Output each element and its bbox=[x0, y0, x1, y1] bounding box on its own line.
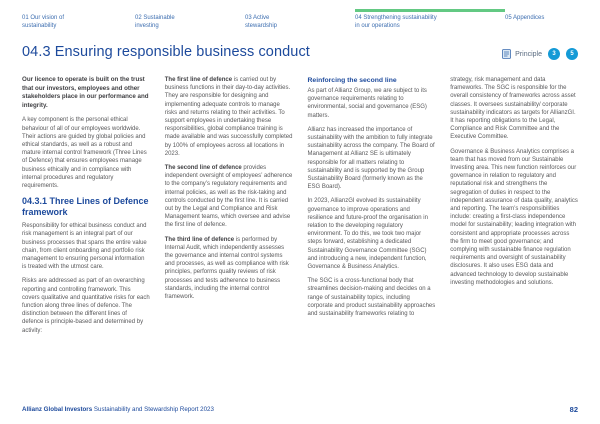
column-3: Reinforcing the second line As part of A… bbox=[308, 76, 436, 324]
paragraph: Responsibility for ethical business cond… bbox=[22, 223, 147, 271]
principle-badge: Principle 3 5 bbox=[502, 48, 578, 60]
paragraph-text: is performed by Internal Audit, which in… bbox=[164, 236, 289, 301]
subsection-heading: 04.3.1 Three Lines of Defence framework bbox=[22, 196, 149, 218]
principle-3-badge[interactable]: 3 bbox=[548, 48, 560, 60]
brand-name: Allianz Global Investors bbox=[22, 406, 93, 413]
principle-label: Principle bbox=[515, 50, 542, 58]
reinforcing-second-line-heading: Reinforcing the second line bbox=[307, 77, 397, 84]
section-nav: 01 Our vision of sustainability 02 Susta… bbox=[0, 0, 600, 30]
paragraph: Allianz has increased the importance of … bbox=[307, 126, 435, 191]
column-4: strategy, risk management and data frame… bbox=[450, 76, 578, 293]
page-number: 82 bbox=[569, 405, 578, 414]
principle-5-badge[interactable]: 5 bbox=[566, 48, 578, 60]
nav-item-01-our-vision[interactable]: 01 Our vision of sustainability bbox=[22, 15, 65, 29]
paragraph-third-line-of-defence: The third line of defence is performed b… bbox=[165, 236, 293, 302]
paragraph-text: is carried out by business functions in … bbox=[164, 77, 293, 157]
intro-paragraph: Our licence to operate is built on the t… bbox=[22, 76, 149, 109]
paragraph-first-line-of-defence: The first line of defence is carried out… bbox=[165, 76, 293, 158]
column-2: The first line of defence is carried out… bbox=[165, 76, 293, 307]
nav-item-02-sustainable-investing[interactable]: 02 Sustainable investing bbox=[135, 15, 175, 29]
bold-lead: The third line of defence bbox=[164, 236, 235, 243]
nav-item-05-appendices[interactable]: 05 Appendices bbox=[505, 15, 545, 21]
bold-lead: The second line of defence bbox=[164, 165, 242, 172]
report-footer-title: Allianz Global Investors Sustainability … bbox=[22, 406, 214, 413]
page-header: 04.3 Ensuring responsible business condu… bbox=[0, 30, 600, 60]
paragraph: A key component is the personal ethical … bbox=[22, 117, 147, 189]
paragraph: In 2023, AllianzGI evolved its sustainab… bbox=[307, 198, 428, 271]
paragraph: Governance & Business Analytics comprise… bbox=[450, 148, 578, 286]
nav-item-04-strengthening-sustainability-active[interactable]: 04 Strengthening sustainability in our o… bbox=[355, 9, 505, 30]
page-footer: Allianz Global Investors Sustainability … bbox=[0, 405, 600, 424]
column-1: Our licence to operate is built on the t… bbox=[22, 76, 150, 341]
paragraph-text: provides independent oversight of employ… bbox=[164, 165, 293, 229]
article-body: Our licence to operate is built on the t… bbox=[0, 60, 600, 405]
page-title: 04.3 Ensuring responsible business condu… bbox=[22, 44, 310, 60]
bold-lead: The first line of defence bbox=[164, 77, 233, 83]
paragraph: strategy, risk management and data frame… bbox=[450, 77, 576, 141]
nav-item-03-active-stewardship[interactable]: 03 Active stewardship bbox=[245, 15, 278, 29]
report-name: Sustainability and Stewardship Report 20… bbox=[92, 406, 214, 413]
paragraph: As part of Allianz Group, we are subject… bbox=[307, 88, 427, 119]
paragraph: The SGC is a cross-functional body that … bbox=[307, 278, 436, 318]
paragraph: Risks are addressed as part of an overar… bbox=[22, 278, 150, 334]
paragraph-second-line-of-defence: The second line of defence provides inde… bbox=[165, 164, 293, 230]
document-icon bbox=[502, 49, 512, 59]
